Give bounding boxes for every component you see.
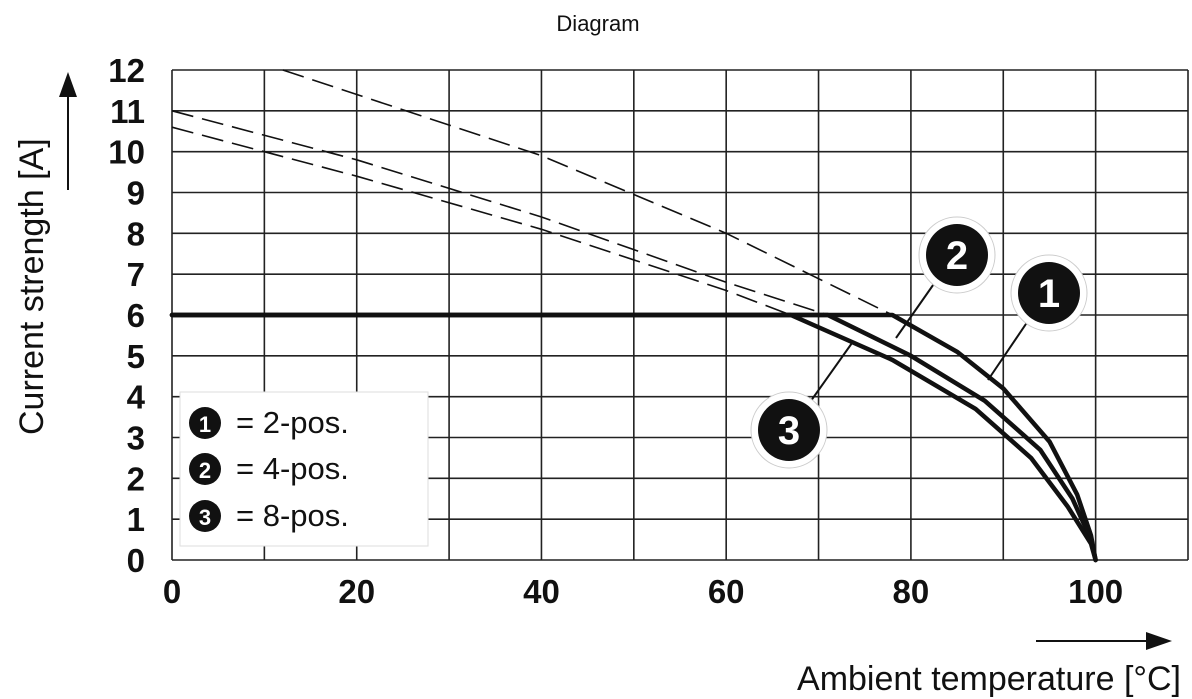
y-tick-label: 7 (127, 256, 145, 293)
y-tick-label: 9 (127, 175, 145, 212)
dashed-derating-line (282, 69, 893, 316)
solid-curves (169, 312, 1098, 563)
y-axis-title: Current strength [A] (13, 138, 51, 435)
legend-badge (189, 407, 221, 439)
legend-label: = 8-pos. (236, 498, 349, 533)
y-tick-label: 8 (127, 215, 145, 252)
x-tick-labels: 0 20 40 60 80 100 (163, 573, 1123, 610)
legend-badge (189, 500, 221, 532)
legend-label: = 2-pos. (236, 405, 349, 440)
callout-2: 2 (895, 216, 996, 339)
y-tick-label: 11 (110, 93, 145, 130)
dashed-derating-line (171, 110, 829, 316)
x-tick-label: 20 (338, 573, 375, 610)
series-line (169, 312, 1098, 563)
callout-1: 1 (987, 254, 1088, 381)
dashed-curves (171, 69, 893, 316)
y-tick-label: 5 (127, 338, 145, 375)
x-tick-label: 0 (163, 573, 181, 610)
y-tick-label: 2 (127, 460, 145, 497)
y-tick-label: 0 (127, 542, 145, 579)
x-axis-title: Ambient temperature [°C] (797, 660, 1181, 698)
callout-badge (1018, 262, 1080, 324)
callout-badge (758, 399, 820, 461)
y-tick-label: 6 (127, 297, 145, 334)
legend-badge (189, 453, 221, 485)
callout-number: 3 (778, 409, 800, 453)
callout-number: 1 (1038, 272, 1060, 316)
x-tick-label: 100 (1068, 573, 1123, 610)
y-tick-label: 4 (127, 379, 146, 416)
callout-leader (807, 342, 853, 406)
callout-badge (926, 224, 988, 286)
y-tick-label: 12 (108, 52, 145, 89)
x-tick-label: 60 (708, 573, 745, 610)
legend-item: 3 = 8-pos. (189, 498, 349, 533)
x-tick-label: 80 (893, 573, 930, 610)
callout-3: 3 (750, 342, 853, 469)
chart-caption: Diagram (556, 11, 639, 36)
callout-leader (987, 317, 1031, 381)
callout-number: 2 (946, 234, 968, 278)
x-axis-title-group: Ambient temperature [°C] (797, 632, 1181, 698)
y-axis-arrowhead-icon (59, 72, 77, 97)
x-axis-arrowhead-icon (1146, 632, 1172, 650)
dashed-derating-line (171, 126, 792, 316)
y-tick-label: 10 (108, 134, 145, 171)
y-tick-label: 1 (127, 501, 145, 538)
legend-badge-number: 1 (199, 412, 211, 437)
legend-badge-number: 3 (199, 505, 211, 530)
series-line (169, 312, 1098, 563)
series-line (169, 312, 1098, 563)
y-tick-label: 3 (127, 420, 145, 457)
y-axis-title-group: Current strength [A] (13, 72, 77, 435)
legend: 1 = 2-pos. 2 = 4-pos. 3 = 8-pos. (179, 391, 429, 547)
legend-badge-number: 2 (199, 458, 211, 483)
legend-box (179, 391, 429, 547)
legend-label: = 4-pos. (236, 451, 349, 486)
x-tick-label: 40 (523, 573, 560, 610)
legend-item: 2 = 4-pos. (189, 451, 349, 486)
callout-leader (895, 277, 939, 339)
plot-grid (171, 69, 1189, 561)
legend-item: 1 = 2-pos. (189, 405, 349, 440)
